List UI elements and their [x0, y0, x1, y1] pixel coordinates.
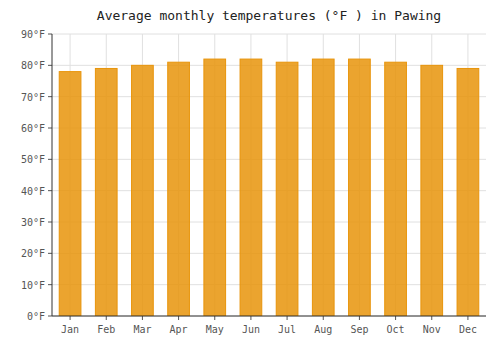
bar — [95, 68, 117, 316]
y-tick-label: 10°F — [21, 280, 45, 291]
page: {"chart_data": {"type": "bar", "title": … — [0, 0, 500, 350]
x-tick-label: Jul — [278, 324, 296, 335]
bar — [349, 59, 371, 316]
x-tick-label: Sep — [350, 324, 368, 335]
y-tick — [48, 222, 52, 223]
y-grid-line — [52, 34, 486, 35]
y-tick — [48, 34, 52, 35]
y-tick-label: 90°F — [21, 29, 45, 40]
bars — [59, 59, 479, 316]
y-tick — [48, 190, 52, 191]
bar — [59, 72, 81, 316]
x-tick-label: Feb — [97, 324, 115, 335]
x-tick-label: May — [206, 324, 224, 335]
x-axis-line — [52, 316, 486, 317]
y-tick-label: 30°F — [21, 217, 45, 228]
y-tick — [48, 96, 52, 97]
x-tick-label: Apr — [170, 324, 188, 335]
x-tick — [467, 316, 468, 320]
x-tick-label: Mar — [133, 324, 151, 335]
bar — [457, 68, 479, 316]
x-tick-label: Jun — [242, 324, 260, 335]
x-tick — [70, 316, 71, 320]
axes: 0°F 10°F 20°F 30°F 40°F 50°F 60°F 70°F 80°F 90°F J… — [21, 29, 477, 335]
y-tick-label: 20°F — [21, 248, 45, 259]
y-grid-line — [52, 316, 486, 317]
bar — [421, 65, 443, 316]
x-tick — [359, 316, 360, 320]
x-tick-label: Oct — [387, 324, 405, 335]
x-tick — [431, 316, 432, 320]
y-tick — [48, 284, 52, 285]
x-tick — [178, 316, 179, 320]
x-tick — [395, 316, 396, 320]
x-tick-label: Nov — [423, 324, 441, 335]
x-tick — [323, 316, 324, 320]
bar — [276, 62, 298, 316]
y-tick — [48, 159, 52, 160]
x-tick-label: Jan — [61, 324, 79, 335]
y-tick-label: 40°F — [21, 186, 45, 197]
x-tick — [106, 316, 107, 320]
x-tick-label: Aug — [314, 324, 332, 335]
bar — [132, 65, 154, 316]
y-tick — [48, 128, 52, 129]
bar — [204, 59, 226, 316]
y-tick-label: 0°F — [27, 311, 45, 322]
title: Average monthly temperatures (°F ) in Pa… — [97, 8, 441, 23]
x-tick-label: Dec — [459, 324, 477, 335]
bar — [240, 59, 262, 316]
bar — [385, 62, 407, 316]
x-tick — [287, 316, 288, 320]
y-tick-label: 50°F — [21, 154, 45, 165]
bar — [312, 59, 334, 316]
y-tick-label: 80°F — [21, 60, 45, 71]
y-tick-label: 60°F — [21, 123, 45, 134]
x-tick — [142, 316, 143, 320]
x-tick — [214, 316, 215, 320]
y-tick — [48, 253, 52, 254]
grid — [52, 34, 486, 316]
y-tick-label: 70°F — [21, 92, 45, 103]
x-tick — [250, 316, 251, 320]
y-axis-line — [52, 34, 53, 316]
y-tick — [48, 65, 52, 66]
bar — [168, 62, 190, 316]
chart: Average monthly temperatures (°F ) in Pa… — [0, 0, 500, 350]
y-tick — [48, 316, 52, 317]
